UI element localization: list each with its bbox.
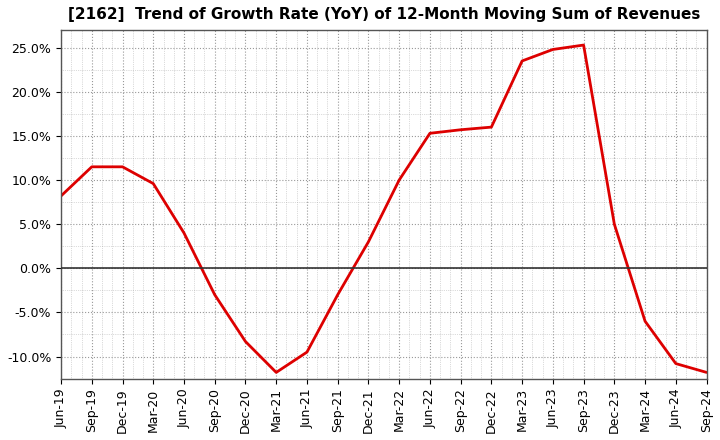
- Title: [2162]  Trend of Growth Rate (YoY) of 12-Month Moving Sum of Revenues: [2162] Trend of Growth Rate (YoY) of 12-…: [68, 7, 700, 22]
